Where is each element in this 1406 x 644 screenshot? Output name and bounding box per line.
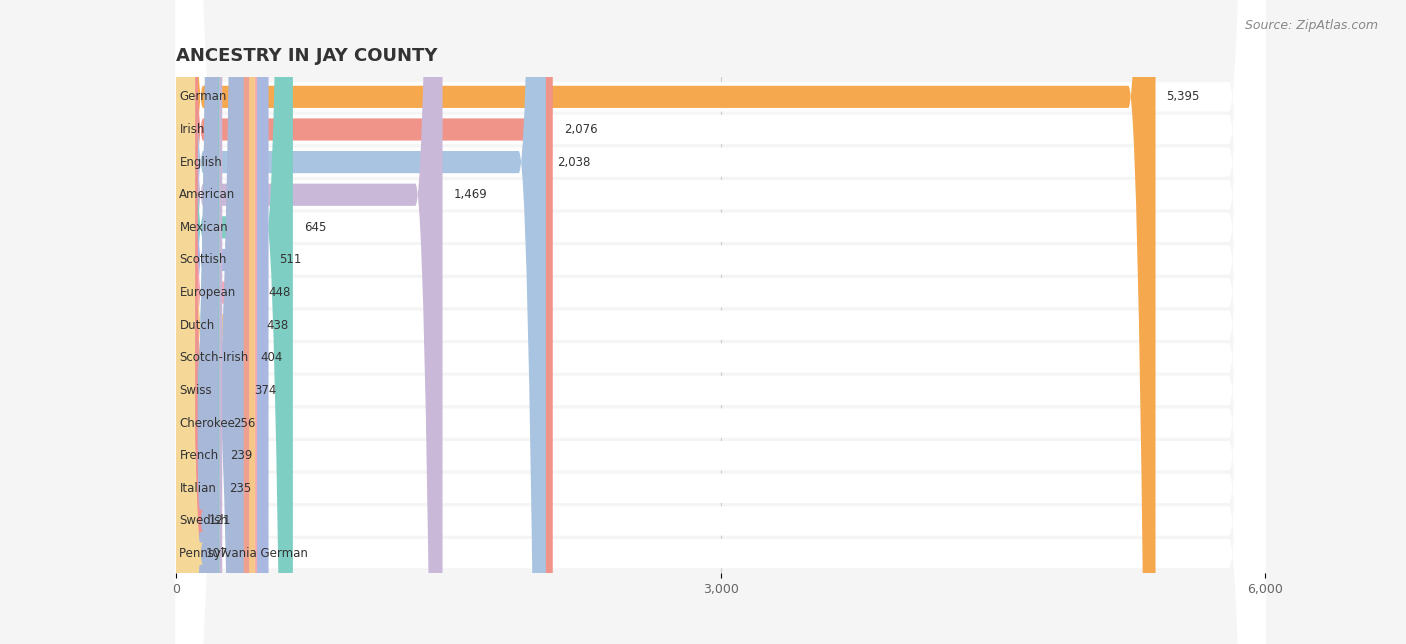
Text: Scottish: Scottish: [180, 254, 226, 267]
FancyBboxPatch shape: [176, 0, 1265, 644]
FancyBboxPatch shape: [176, 0, 1265, 644]
FancyBboxPatch shape: [176, 0, 1265, 644]
Text: ANCESTRY IN JAY COUNTY: ANCESTRY IN JAY COUNTY: [176, 46, 437, 64]
FancyBboxPatch shape: [176, 0, 249, 644]
Text: Pennsylvania German: Pennsylvania German: [180, 547, 308, 560]
Text: 645: 645: [304, 221, 326, 234]
FancyBboxPatch shape: [176, 0, 218, 644]
Text: English: English: [180, 156, 222, 169]
FancyBboxPatch shape: [176, 0, 1265, 644]
FancyBboxPatch shape: [170, 0, 202, 644]
FancyBboxPatch shape: [176, 0, 257, 644]
Text: Scotch-Irish: Scotch-Irish: [180, 352, 249, 365]
FancyBboxPatch shape: [176, 0, 1265, 644]
Text: Cherokee: Cherokee: [180, 417, 235, 430]
Text: 448: 448: [269, 286, 291, 299]
FancyBboxPatch shape: [176, 0, 1265, 644]
Text: 374: 374: [254, 384, 277, 397]
FancyBboxPatch shape: [176, 0, 1265, 644]
Text: Source: ZipAtlas.com: Source: ZipAtlas.com: [1244, 19, 1378, 32]
Text: 239: 239: [231, 450, 253, 462]
Text: 438: 438: [266, 319, 288, 332]
Text: Mexican: Mexican: [180, 221, 228, 234]
FancyBboxPatch shape: [176, 0, 1265, 644]
Text: Italian: Italian: [180, 482, 217, 495]
Text: 2,076: 2,076: [564, 123, 598, 136]
FancyBboxPatch shape: [176, 0, 219, 644]
Text: 404: 404: [260, 352, 283, 365]
FancyBboxPatch shape: [176, 0, 1265, 644]
FancyBboxPatch shape: [176, 0, 553, 644]
Text: 1,469: 1,469: [453, 188, 488, 201]
Text: American: American: [180, 188, 236, 201]
Text: German: German: [180, 90, 226, 103]
FancyBboxPatch shape: [176, 0, 1156, 644]
Text: Swiss: Swiss: [180, 384, 212, 397]
Text: French: French: [180, 450, 218, 462]
FancyBboxPatch shape: [176, 0, 222, 644]
Text: 256: 256: [233, 417, 256, 430]
FancyBboxPatch shape: [176, 0, 243, 644]
Text: Swedish: Swedish: [180, 515, 228, 527]
Text: 511: 511: [280, 254, 302, 267]
FancyBboxPatch shape: [176, 0, 1265, 644]
FancyBboxPatch shape: [176, 0, 443, 644]
Text: 235: 235: [229, 482, 252, 495]
FancyBboxPatch shape: [176, 0, 546, 644]
Text: Dutch: Dutch: [180, 319, 215, 332]
FancyBboxPatch shape: [176, 0, 292, 644]
FancyBboxPatch shape: [167, 0, 202, 644]
FancyBboxPatch shape: [176, 0, 1265, 644]
Text: 121: 121: [208, 515, 231, 527]
Text: European: European: [180, 286, 236, 299]
FancyBboxPatch shape: [176, 0, 269, 644]
FancyBboxPatch shape: [176, 0, 1265, 644]
FancyBboxPatch shape: [176, 0, 1265, 644]
Text: 107: 107: [207, 547, 228, 560]
Text: 2,038: 2,038: [557, 156, 591, 169]
FancyBboxPatch shape: [176, 0, 256, 644]
Text: Irish: Irish: [180, 123, 205, 136]
Text: 5,395: 5,395: [1167, 90, 1199, 103]
FancyBboxPatch shape: [176, 0, 1265, 644]
FancyBboxPatch shape: [176, 0, 1265, 644]
